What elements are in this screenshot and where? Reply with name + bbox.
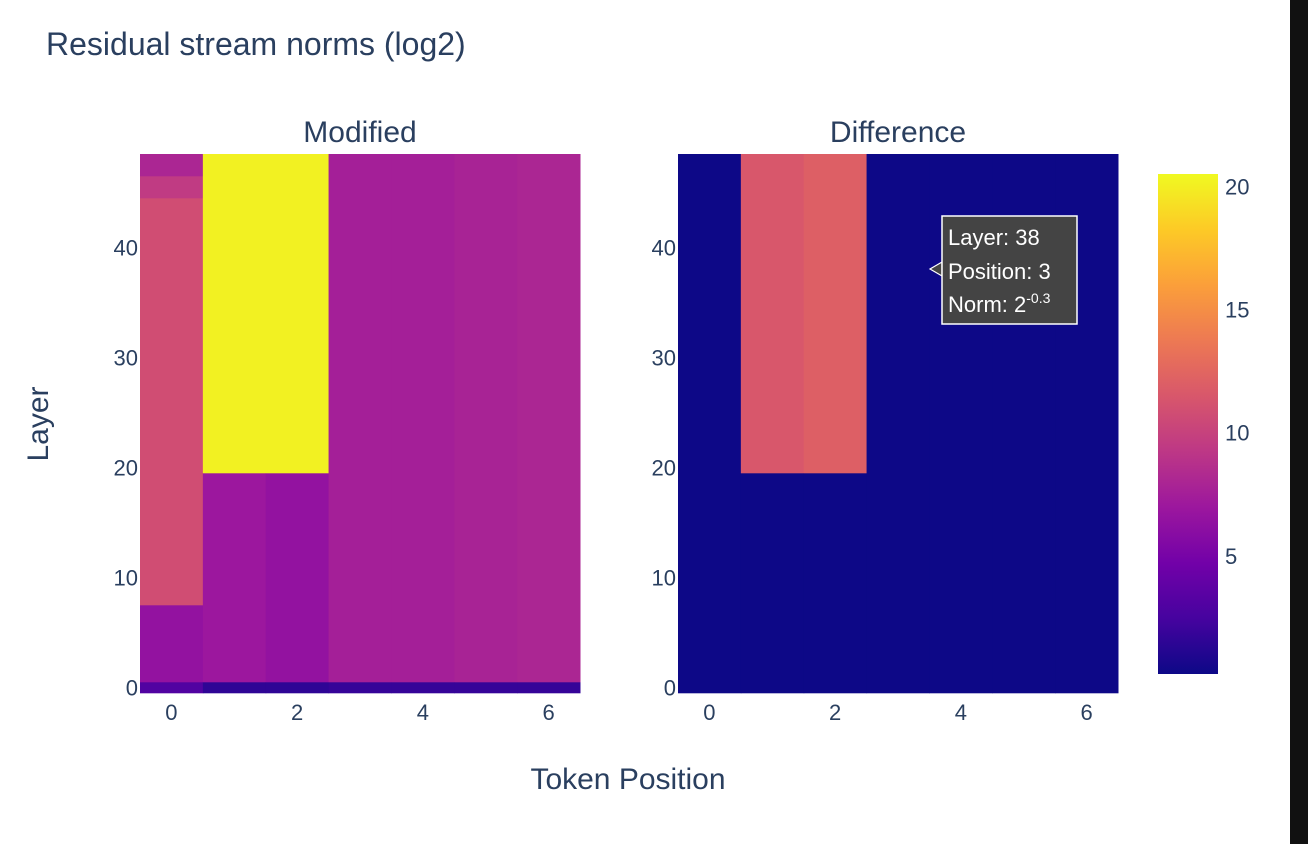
x-tick-label: 0 xyxy=(703,700,715,725)
colorbar xyxy=(1158,174,1218,674)
heatmap-cell[interactable] xyxy=(454,154,518,683)
heatmap-cell[interactable] xyxy=(202,473,267,683)
heatmap-cell[interactable] xyxy=(678,154,742,694)
heatmap-modified[interactable] xyxy=(140,154,581,694)
heatmap-cell[interactable] xyxy=(140,176,204,199)
axes-modified: 0 2 4 6 0 10 20 30 40 xyxy=(114,236,555,726)
y-tick-label: 0 xyxy=(664,676,676,701)
heatmap-cell[interactable] xyxy=(517,154,581,683)
x-tick-label: 6 xyxy=(542,700,554,725)
subplot-title-difference: Difference xyxy=(830,116,966,149)
hover-tooltip: Layer: 38 Position: 3 Norm: 2-0.3 xyxy=(928,215,1078,325)
x-tick-label: 2 xyxy=(291,700,303,725)
y-tick-label: 20 xyxy=(652,456,676,481)
heatmap-cell[interactable] xyxy=(265,473,330,683)
y-axis-label: Layer xyxy=(22,386,55,461)
x-tick-label: 0 xyxy=(165,700,177,725)
heatmap-cell[interactable] xyxy=(391,682,455,694)
subplot-title-modified: Modified xyxy=(303,116,416,149)
heatmap-cell[interactable] xyxy=(265,682,330,694)
heatmap-cell[interactable] xyxy=(803,154,868,474)
colorbar-tick-label: 15 xyxy=(1225,298,1249,323)
heatmap-cell[interactable] xyxy=(740,473,805,694)
y-tick-label: 10 xyxy=(114,566,138,591)
y-tick-label: 10 xyxy=(652,566,676,591)
tooltip-layer: Layer: 38 xyxy=(948,225,1040,250)
colorbar-tick-label: 5 xyxy=(1225,544,1237,569)
tooltip-position: Position: 3 xyxy=(948,259,1051,284)
y-tick-label: 30 xyxy=(652,346,676,371)
colorbar-ticks: 5 10 15 20 xyxy=(1225,174,1249,569)
heatmap-cell[interactable] xyxy=(140,154,204,177)
chart-title: Residual stream norms (log2) xyxy=(46,26,466,62)
heatmap-cell[interactable] xyxy=(328,682,392,694)
heatmap-cell[interactable] xyxy=(202,682,267,694)
heatmap-cell[interactable] xyxy=(740,154,805,474)
heatmap-cell[interactable] xyxy=(140,198,204,606)
y-tick-label: 0 xyxy=(126,676,138,701)
heatmap-cell[interactable] xyxy=(803,473,868,694)
y-tick-label: 20 xyxy=(114,456,138,481)
y-tick-label: 30 xyxy=(114,346,138,371)
x-axis-label: Token Position xyxy=(530,763,725,796)
heatmap-cell[interactable] xyxy=(454,682,518,694)
x-tick-label: 2 xyxy=(829,700,841,725)
colorbar-tick-label: 20 xyxy=(1225,174,1249,199)
heatmap-cell[interactable] xyxy=(391,154,455,683)
y-tick-label: 40 xyxy=(114,236,138,261)
heatmap-cell[interactable] xyxy=(140,682,204,694)
axes-difference: 0 2 4 6 0 10 20 30 40 xyxy=(652,236,1093,726)
heatmap-cell[interactable] xyxy=(328,154,392,683)
colorbar-tick-label: 10 xyxy=(1225,421,1249,446)
heatmap-cell[interactable] xyxy=(517,682,581,694)
y-tick-label: 40 xyxy=(652,236,676,261)
x-tick-label: 4 xyxy=(417,700,429,725)
window-edge xyxy=(1290,0,1308,844)
x-tick-label: 4 xyxy=(955,700,967,725)
heatmap-difference[interactable] xyxy=(678,154,1119,694)
tooltip-norm: Norm: 2-0.3 xyxy=(948,290,1051,317)
heatmap-cell[interactable] xyxy=(202,154,267,474)
heatmap-cell[interactable] xyxy=(140,605,204,683)
heatmap-cell[interactable] xyxy=(265,154,330,474)
heatmap-cell[interactable] xyxy=(866,154,930,694)
x-tick-label: 6 xyxy=(1080,700,1092,725)
